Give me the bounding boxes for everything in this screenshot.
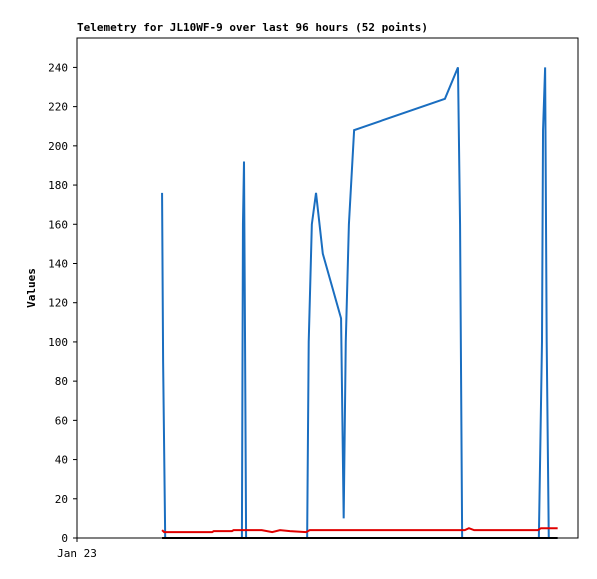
y-tick-label: 160 <box>48 218 68 231</box>
chart-title: Telemetry for JL10WF-9 over last 96 hour… <box>77 21 428 34</box>
y-axis-label: Values <box>25 268 38 308</box>
y-tick-label: 100 <box>48 336 68 349</box>
y-tick-label: 180 <box>48 179 68 192</box>
y-tick-label: 120 <box>48 297 68 310</box>
y-tick-label: 200 <box>48 140 68 153</box>
y-tick-label: 240 <box>48 61 68 74</box>
y-tick-label: 140 <box>48 257 68 270</box>
series-line <box>161 527 558 534</box>
series-line <box>161 67 550 539</box>
plot-frame <box>76 37 579 539</box>
y-tick-label: 0 <box>61 532 68 545</box>
y-tick-label: 40 <box>55 454 68 467</box>
y-tick-label: 60 <box>55 414 68 427</box>
y-tick-label: 220 <box>48 101 68 114</box>
y-tick-label: 20 <box>55 493 68 506</box>
x-tick-label: Jan 23 <box>57 547 97 560</box>
y-tick-label: 80 <box>55 375 68 388</box>
